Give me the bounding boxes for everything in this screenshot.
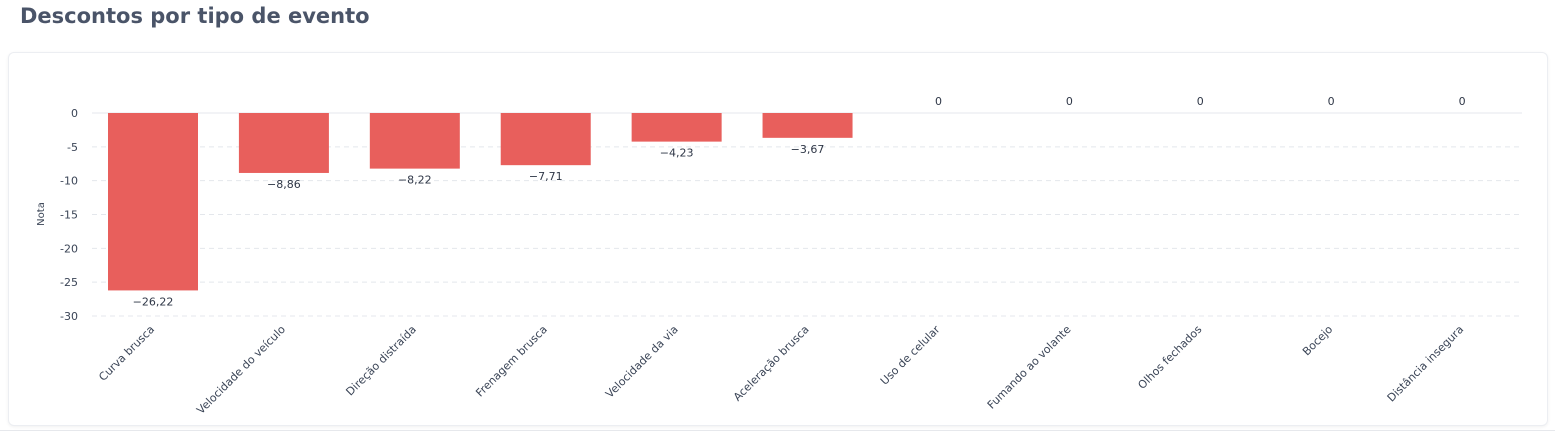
x-tick-label: Uso de celular — [878, 323, 943, 388]
y-tick-label: -5 — [67, 141, 78, 154]
divider — [0, 430, 1555, 431]
y-tick-label: -10 — [60, 175, 78, 188]
x-tick-label: Fumando ao volante — [985, 323, 1074, 412]
x-tick-label: Direção distraída — [343, 323, 418, 398]
grid-lines — [92, 112, 1522, 317]
page-title: Descontos por tipo de evento — [20, 4, 370, 28]
data-label: −8,22 — [398, 174, 432, 187]
x-tick-label: Bocejo — [1300, 323, 1335, 358]
x-tick-label: Curva brusca — [96, 323, 157, 384]
data-label: −3,67 — [791, 143, 825, 156]
y-tick-label: -20 — [60, 242, 78, 255]
data-label: −26,22 — [133, 295, 174, 308]
bar — [369, 113, 460, 169]
x-tick-label: Velocidade da via — [603, 323, 681, 401]
y-tick-label: -25 — [60, 276, 78, 289]
x-tick-label: Distância insegura — [1385, 323, 1467, 405]
y-tick-label: -30 — [60, 310, 78, 323]
x-tick-label: Velocidade do veículo — [194, 323, 288, 417]
data-label: −7,71 — [529, 170, 563, 183]
data-label: −8,86 — [267, 178, 301, 191]
data-label: 0 — [1197, 95, 1204, 108]
data-label: 0 — [935, 95, 942, 108]
bar — [500, 113, 591, 166]
bar — [631, 113, 722, 142]
data-label: 0 — [1328, 95, 1335, 108]
x-tick-label: Aceleração brusca — [731, 323, 812, 404]
y-tick-label: -15 — [60, 209, 78, 222]
bar — [108, 113, 198, 291]
y-axis-ticks: 0 -5 -10 -15 -20 -25 -30 — [60, 107, 78, 323]
data-labels: −26,22 −8,86 −8,22 −7,71 −4,23 −3,67 0 0 0 0 0 — [133, 95, 1466, 308]
data-label: 0 — [1066, 95, 1073, 108]
data-label: 0 — [1459, 95, 1466, 108]
x-tick-label: Olhos fechados — [1135, 323, 1204, 392]
data-label: −4,23 — [660, 147, 694, 160]
x-tick-label: Frenagem brusca — [473, 323, 550, 400]
bars — [108, 113, 853, 291]
x-axis-labels: Curva brusca Velocidade do veículo Direção… — [96, 323, 1466, 417]
y-tick-label: 0 — [71, 107, 78, 120]
bar — [762, 113, 853, 138]
bar — [238, 113, 329, 173]
y-axis-title: Nota — [36, 202, 47, 226]
